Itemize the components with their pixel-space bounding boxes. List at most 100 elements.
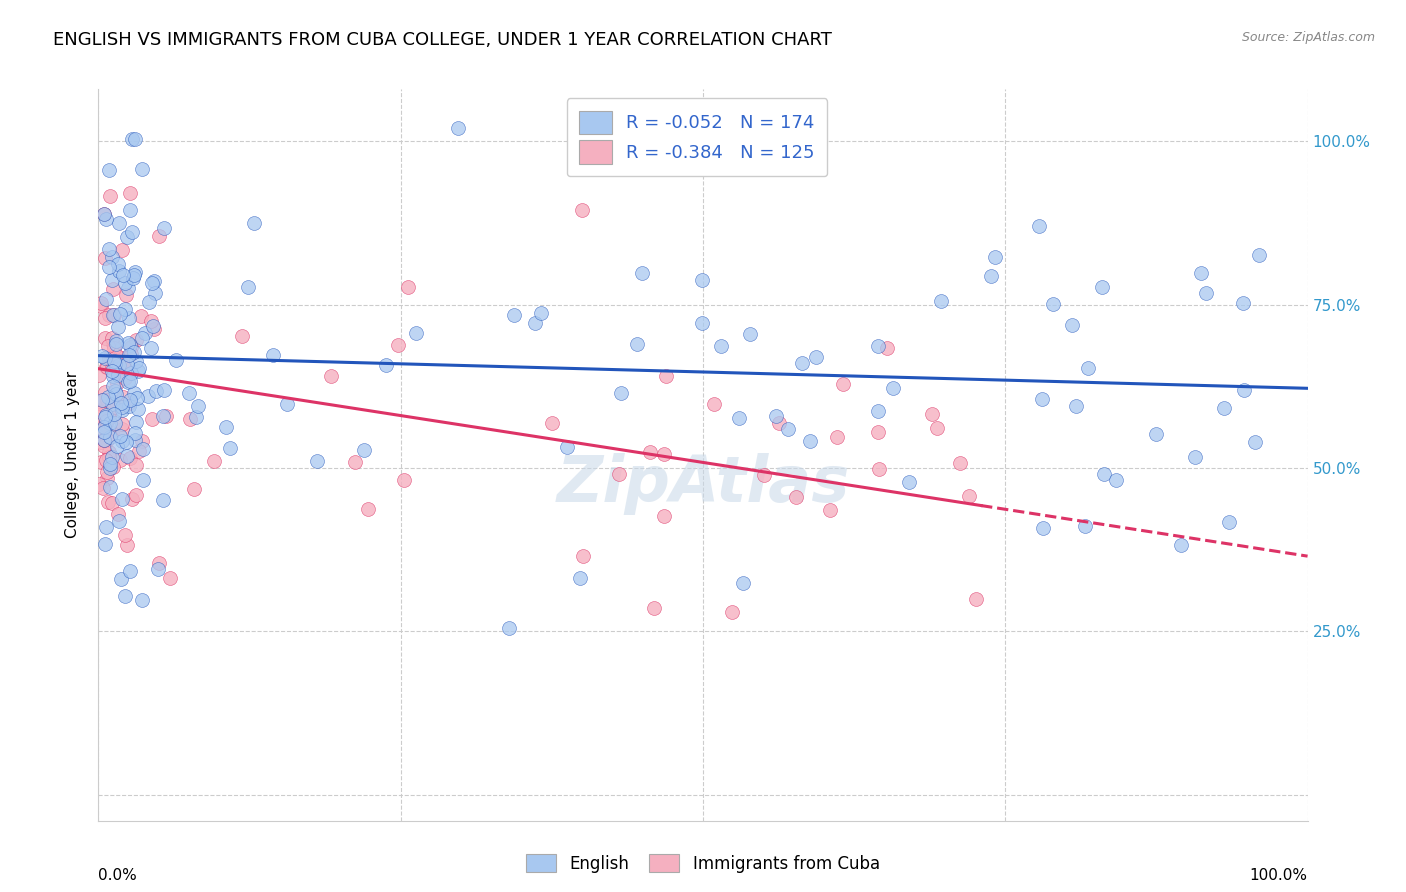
Point: [357, 501, 380, 516]
Point: [925, 421, 948, 435]
Point: [101, 337, 124, 351]
Point: [984, 250, 1007, 264]
Point: [129, 310, 152, 324]
Point: [120, 337, 142, 351]
Point: [90, 435, 112, 450]
Text: Source: ZipAtlas.com: Source: ZipAtlas.com: [1241, 31, 1375, 45]
Point: [111, 402, 134, 417]
Point: [118, 450, 141, 465]
Legend: R = -0.052   N = 174, R = -0.384   N = 125: R = -0.052 N = 174, R = -0.384 N = 125: [567, 98, 827, 177]
Point: [1032, 521, 1054, 535]
Point: [91, 349, 114, 363]
Point: [631, 266, 654, 280]
Point: [117, 375, 139, 389]
Point: [124, 354, 146, 368]
Point: [96, 410, 118, 425]
Point: [132, 442, 155, 457]
Point: [152, 493, 174, 508]
Point: [104, 357, 127, 371]
Point: [89, 408, 111, 422]
Point: [110, 400, 132, 414]
Point: [94, 414, 117, 428]
Point: [1077, 361, 1099, 376]
Point: [125, 458, 148, 472]
Point: [1144, 427, 1167, 442]
Point: [128, 444, 150, 458]
Point: [654, 369, 676, 384]
Text: 100.0%: 100.0%: [1250, 868, 1308, 883]
Point: [93, 392, 115, 407]
Point: [125, 391, 148, 405]
Point: [105, 394, 128, 409]
Point: [949, 455, 972, 469]
Point: [124, 426, 146, 441]
Point: [108, 428, 131, 442]
Point: [965, 592, 987, 607]
Point: [177, 386, 200, 401]
Text: 0.0%: 0.0%: [98, 868, 138, 883]
Point: [101, 397, 124, 411]
Point: [607, 467, 630, 482]
Point: [111, 422, 134, 436]
Point: [108, 453, 131, 467]
Point: [104, 416, 127, 430]
Point: [141, 412, 163, 426]
Point: [405, 326, 427, 341]
Point: [127, 364, 149, 378]
Point: [238, 280, 260, 294]
Point: [117, 336, 139, 351]
Point: [118, 374, 141, 388]
Point: [122, 270, 145, 285]
Point: [243, 215, 266, 229]
Point: [121, 225, 143, 239]
Point: [93, 425, 115, 439]
Text: ENGLISH VS IMMIGRANTS FROM CUBA COLLEGE, UNDER 1 YEAR CORRELATION CHART: ENGLISH VS IMMIGRANTS FROM CUBA COLLEGE,…: [53, 31, 832, 49]
Point: [96, 495, 118, 509]
Y-axis label: College, Under 1 year: College, Under 1 year: [65, 371, 80, 539]
Point: [98, 460, 121, 475]
Point: [90, 405, 112, 419]
Point: [139, 341, 162, 355]
Point: [571, 549, 593, 563]
Point: [876, 341, 898, 355]
Point: [882, 381, 904, 395]
Point: [1184, 450, 1206, 465]
Point: [790, 356, 813, 370]
Point: [103, 369, 125, 384]
Point: [103, 400, 125, 414]
Point: [498, 621, 520, 635]
Point: [1247, 248, 1270, 262]
Point: [733, 575, 755, 590]
Point: [98, 351, 121, 366]
Point: [159, 572, 181, 586]
Point: [91, 401, 114, 416]
Point: [202, 454, 225, 468]
Point: [91, 481, 114, 495]
Point: [868, 462, 890, 476]
Point: [111, 398, 134, 412]
Point: [98, 163, 121, 178]
Point: [103, 339, 125, 353]
Point: [148, 556, 170, 570]
Point: [114, 301, 136, 316]
Point: [101, 426, 124, 441]
Point: [104, 348, 127, 362]
Point: [374, 359, 396, 373]
Point: [610, 385, 633, 400]
Point: [120, 347, 142, 361]
Point: [959, 489, 981, 503]
Point: [1073, 518, 1095, 533]
Point: [785, 490, 807, 504]
Point: [183, 482, 205, 496]
Point: [387, 337, 409, 351]
Point: [90, 300, 112, 314]
Point: [122, 268, 145, 282]
Point: [541, 416, 564, 430]
Point: [101, 379, 124, 393]
Point: [121, 132, 143, 146]
Point: [353, 443, 375, 458]
Point: [1233, 383, 1256, 397]
Point: [100, 364, 122, 378]
Point: [120, 392, 142, 407]
Point: [690, 273, 713, 287]
